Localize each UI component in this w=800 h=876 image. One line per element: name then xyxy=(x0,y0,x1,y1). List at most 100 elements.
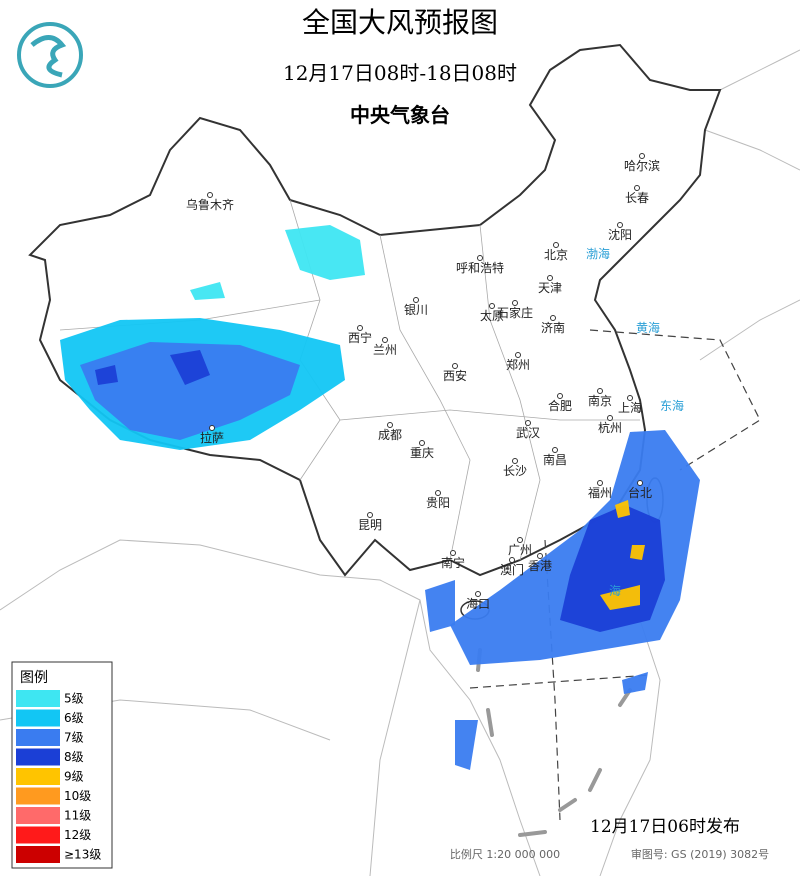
city-label: 西安 xyxy=(443,368,467,383)
city-label: 杭州 xyxy=(598,420,622,435)
title: 全国大风预报图 xyxy=(302,6,498,39)
city-dot xyxy=(552,447,558,453)
city-dot xyxy=(617,222,623,228)
city-label: 成都 xyxy=(378,428,402,442)
city-dot xyxy=(607,415,613,421)
city-label: 昆明 xyxy=(358,518,382,532)
wind-area xyxy=(455,720,478,770)
city-dot xyxy=(209,425,215,431)
city-label: 南宁 xyxy=(441,555,465,570)
city-dot xyxy=(512,300,518,306)
legend-swatch xyxy=(16,748,60,766)
wind-area xyxy=(425,580,455,632)
city-label: 香港 xyxy=(528,559,552,573)
legend-label: 12级 xyxy=(64,828,91,842)
sea-label: 海 xyxy=(609,583,621,598)
city-label: 重庆 xyxy=(410,446,434,460)
city-label: 呼和浩特 xyxy=(456,260,504,275)
city-dot xyxy=(515,352,521,358)
city-label: 南昌 xyxy=(543,452,567,467)
city-label: 兰州 xyxy=(373,343,397,357)
period: 12月17日08时-18日08时 xyxy=(283,61,517,85)
wind-areas xyxy=(60,225,700,770)
legend-label: 5级 xyxy=(64,692,84,706)
city-label: 济南 xyxy=(541,320,565,335)
city-dot xyxy=(419,440,425,446)
issued-time: 12月17日06时发布 xyxy=(590,817,740,837)
city-dot xyxy=(387,422,393,428)
legend-label: 10级 xyxy=(64,789,91,803)
legend-label: 8级 xyxy=(64,750,84,764)
wind-area xyxy=(600,585,640,610)
city-label: 合肥 xyxy=(548,398,572,413)
city-dot xyxy=(357,325,363,331)
city-dot xyxy=(525,420,531,426)
city-dot xyxy=(637,480,643,486)
legend-swatch xyxy=(16,826,60,844)
city-label: 哈尔滨 xyxy=(624,158,660,173)
legend-label: 7级 xyxy=(64,731,84,745)
legend-label: 6级 xyxy=(64,711,84,725)
legend: 图例 5级 6级 7级 8级 9级 10级 11级 12级 ≥13级 xyxy=(11,661,113,869)
scale: 比例尺 1:20 000 000 xyxy=(450,847,560,861)
wind-area xyxy=(190,282,225,300)
sea-label: 黄海 xyxy=(636,320,660,335)
city-dot xyxy=(537,553,543,559)
city-label: 拉萨 xyxy=(200,430,224,445)
city-dot xyxy=(413,297,419,303)
legend-swatch xyxy=(16,807,60,824)
city-dot xyxy=(477,255,483,261)
city-label: 长沙 xyxy=(503,464,527,478)
city-dot xyxy=(512,458,518,464)
city-dot xyxy=(550,315,556,321)
city-dot xyxy=(597,388,603,394)
city-dot xyxy=(557,393,563,399)
city-label: 北京 xyxy=(544,248,568,262)
legend-swatch xyxy=(16,846,60,863)
city-label: 郑州 xyxy=(506,357,530,372)
city-label: 乌鲁木齐 xyxy=(186,197,234,212)
sea-label: 东海 xyxy=(660,398,684,413)
legend-swatch xyxy=(16,690,60,707)
city-label: 南京 xyxy=(588,393,612,408)
legend-title: 图例 xyxy=(20,670,48,686)
city-dot xyxy=(450,550,456,556)
city-label: 上海 xyxy=(618,400,642,415)
city-dot xyxy=(475,591,481,597)
wind-area xyxy=(80,342,300,440)
city-label: 太原 xyxy=(480,308,504,323)
neighbour-borders xyxy=(0,49,800,876)
city-dot xyxy=(553,242,559,248)
city-dot xyxy=(382,337,388,343)
city-dot xyxy=(517,537,523,543)
city-dot xyxy=(627,395,633,401)
city-dot xyxy=(452,363,458,369)
legend-swatch xyxy=(16,729,60,746)
wind-area xyxy=(622,672,648,694)
wind-area xyxy=(615,500,630,518)
city-label: 福州 xyxy=(588,485,612,500)
cma-logo xyxy=(17,22,83,88)
city-label: 广州 xyxy=(508,543,532,557)
wind-area xyxy=(95,365,118,385)
city-dot xyxy=(435,490,441,496)
wind-area xyxy=(630,545,645,560)
city-label: 银川 xyxy=(404,303,428,317)
legend-label: 11级 xyxy=(64,809,91,823)
legend-label: 9级 xyxy=(64,770,84,784)
city-label: 沈阳 xyxy=(608,227,632,242)
city-dot xyxy=(367,512,373,518)
review-number: 审图号: GS (2019) 3082号 xyxy=(631,847,769,861)
legend-swatch xyxy=(16,709,60,727)
city-dot xyxy=(489,303,495,309)
city-dot xyxy=(634,185,640,191)
sea-label: 渤海 xyxy=(586,246,610,261)
city-label: 西宁 xyxy=(348,330,372,345)
city-dot xyxy=(547,275,553,281)
city-label: 石家庄 xyxy=(497,305,533,320)
city-label: 武汉 xyxy=(516,426,540,440)
city-label: 海口 xyxy=(466,596,490,611)
city-label: 澳门 xyxy=(500,562,524,577)
